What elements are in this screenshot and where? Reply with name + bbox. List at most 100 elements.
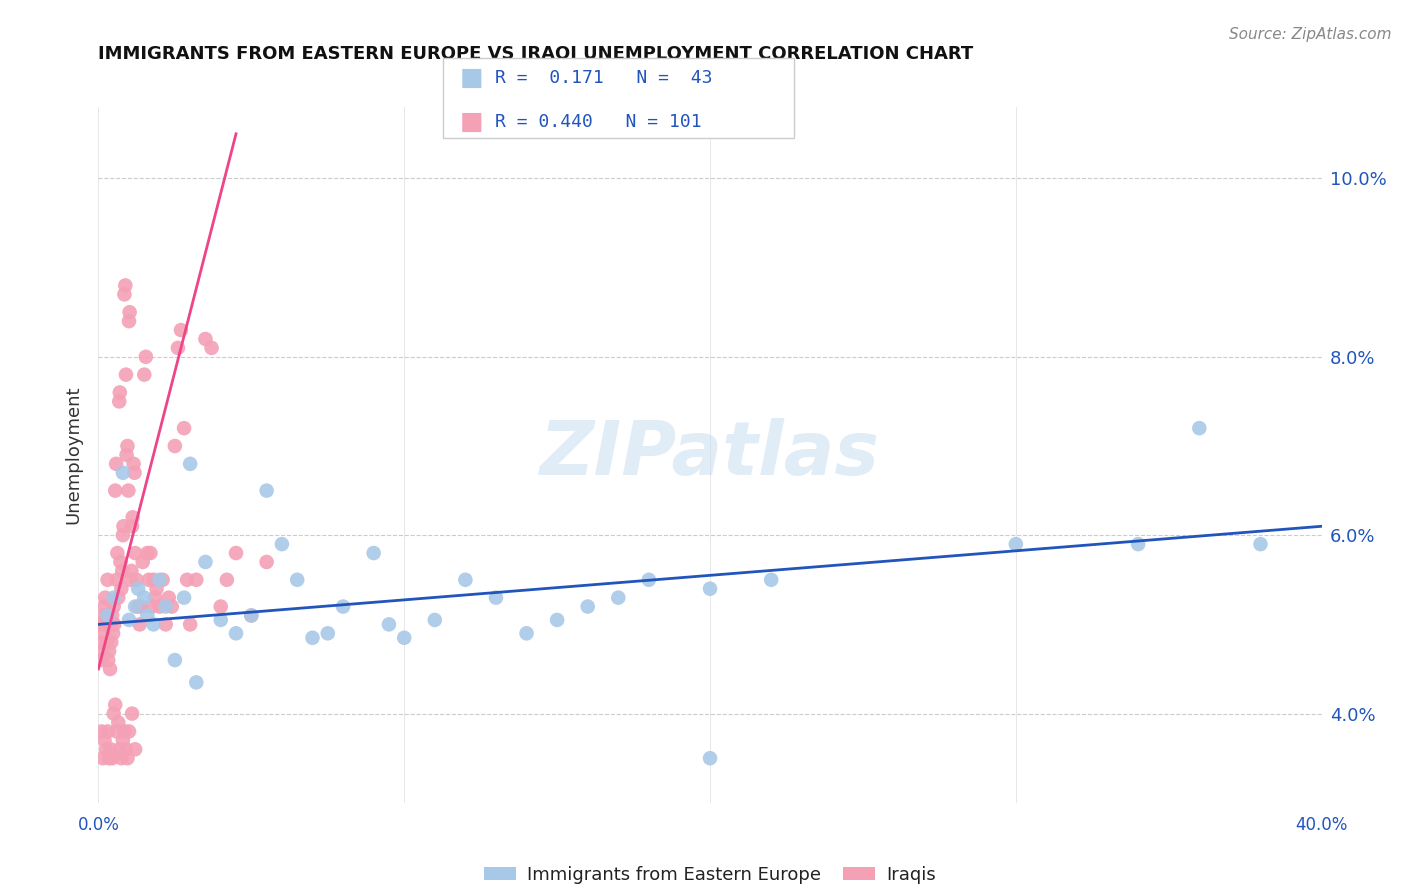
- Point: [136, 608, 159, 623]
- Point: [316, 626, 339, 640]
- Point: [516, 626, 538, 640]
- Point: [363, 546, 385, 560]
- Point: [173, 591, 195, 605]
- Point: [97, 608, 120, 623]
- Point: [114, 278, 136, 293]
- Text: ■: ■: [460, 66, 484, 89]
- Point: [117, 483, 139, 498]
- Point: [124, 466, 146, 480]
- Point: [215, 573, 238, 587]
- Point: [170, 323, 193, 337]
- Point: [1250, 537, 1272, 551]
- Point: [485, 591, 508, 605]
- Point: [90, 724, 112, 739]
- Point: [142, 573, 165, 587]
- Text: IMMIGRANTS FROM EASTERN EUROPE VS IRAQI UNEMPLOYMENT CORRELATION CHART: IMMIGRANTS FROM EASTERN EUROPE VS IRAQI …: [98, 45, 974, 62]
- Point: [120, 564, 142, 578]
- Point: [179, 457, 201, 471]
- Point: [118, 613, 141, 627]
- Point: [101, 751, 124, 765]
- Point: [270, 537, 294, 551]
- Point: [139, 546, 162, 560]
- Point: [138, 573, 160, 587]
- Point: [97, 573, 120, 587]
- Point: [93, 599, 115, 614]
- Point: [127, 599, 149, 614]
- Point: [103, 599, 125, 614]
- Point: [1004, 537, 1026, 551]
- Point: [209, 599, 232, 614]
- Point: [392, 631, 416, 645]
- Point: [256, 483, 278, 498]
- Point: [105, 546, 128, 560]
- Point: [121, 706, 143, 721]
- Point: [163, 439, 186, 453]
- Point: [142, 617, 165, 632]
- Point: [117, 439, 139, 453]
- Text: ZIPatlas: ZIPatlas: [540, 418, 880, 491]
- Point: [127, 582, 149, 596]
- Point: [111, 528, 134, 542]
- Point: [149, 573, 172, 587]
- Point: [100, 742, 122, 756]
- Point: [132, 555, 155, 569]
- Point: [179, 617, 201, 632]
- Point: [163, 653, 186, 667]
- Point: [546, 613, 568, 627]
- Point: [301, 631, 323, 645]
- Point: [118, 724, 141, 739]
- Point: [121, 510, 143, 524]
- Point: [225, 626, 247, 640]
- Point: [285, 573, 308, 587]
- Point: [93, 608, 115, 623]
- Point: [97, 653, 120, 667]
- Point: [134, 591, 156, 605]
- Point: [607, 591, 630, 605]
- Point: [167, 341, 190, 355]
- Point: [186, 675, 208, 690]
- Point: [108, 385, 131, 400]
- Point: [103, 591, 125, 605]
- Point: [120, 573, 142, 587]
- Point: [1128, 537, 1150, 551]
- Point: [89, 635, 111, 649]
- Point: [97, 724, 120, 739]
- Point: [112, 519, 135, 533]
- Point: [145, 582, 167, 596]
- Point: [94, 591, 117, 605]
- Point: [121, 519, 143, 533]
- Point: [118, 314, 141, 328]
- Point: [110, 582, 132, 596]
- Point: [96, 635, 118, 649]
- Point: [98, 662, 121, 676]
- Point: [186, 573, 208, 587]
- Point: [176, 573, 198, 587]
- Point: [699, 582, 721, 596]
- Point: [90, 617, 112, 632]
- Point: [118, 305, 141, 319]
- Point: [378, 617, 401, 632]
- Point: [111, 564, 134, 578]
- Point: [105, 724, 128, 739]
- Text: 0.0%: 0.0%: [77, 816, 120, 834]
- Point: [112, 724, 135, 739]
- Point: [101, 626, 124, 640]
- Point: [122, 457, 145, 471]
- Point: [105, 573, 128, 587]
- Point: [115, 448, 138, 462]
- Point: [93, 733, 115, 747]
- Point: [105, 457, 128, 471]
- Point: [103, 617, 125, 632]
- Point: [423, 613, 446, 627]
- Point: [115, 368, 138, 382]
- Point: [108, 394, 131, 409]
- Point: [91, 653, 114, 667]
- Point: [209, 613, 232, 627]
- Point: [110, 751, 132, 765]
- Point: [152, 573, 174, 587]
- Point: [107, 591, 129, 605]
- Point: [129, 599, 152, 614]
- Point: [141, 599, 163, 614]
- Y-axis label: Unemployment: Unemployment: [65, 385, 83, 524]
- Point: [98, 751, 121, 765]
